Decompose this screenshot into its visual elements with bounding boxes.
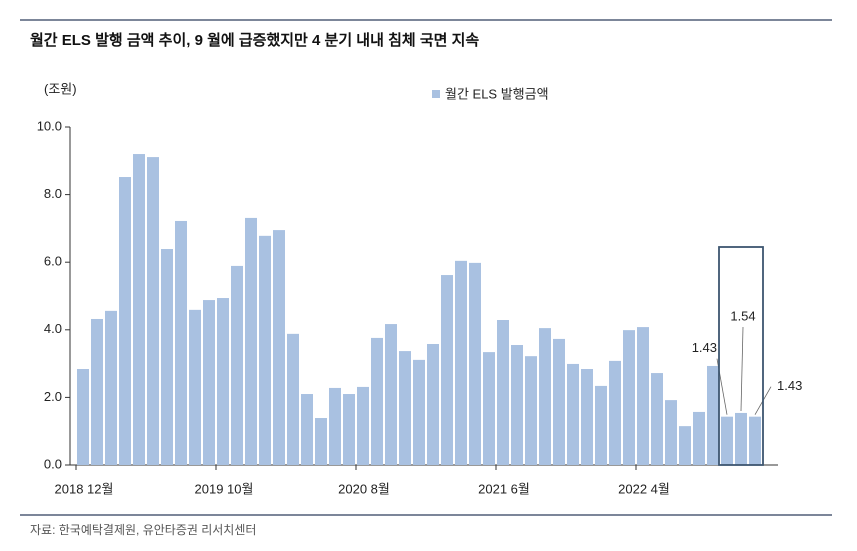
bar <box>371 337 383 465</box>
x-tick-label: 2020 8월 <box>338 481 390 496</box>
legend-label: 월간 ELS 발행금액 <box>445 86 549 101</box>
bar <box>427 343 439 465</box>
bar <box>343 394 355 465</box>
bar <box>721 416 733 465</box>
bar <box>189 309 201 465</box>
bar <box>651 373 663 465</box>
bar <box>231 265 243 465</box>
bar <box>315 418 327 465</box>
value-label: 1.54 <box>730 308 755 323</box>
bar <box>749 416 761 465</box>
value-label: 1.43 <box>777 378 802 393</box>
bar <box>553 338 565 465</box>
x-tick-label: 2022 4월 <box>618 481 670 496</box>
bar <box>357 386 369 465</box>
bar <box>525 356 537 465</box>
bar <box>707 365 719 465</box>
bar <box>469 262 481 465</box>
highlight-box <box>718 246 764 466</box>
bar <box>133 154 145 466</box>
bar <box>441 275 453 465</box>
chart-title: 월간 ELS 발행 금액 추이, 9 월에 급증했지만 4 분기 내내 침체 국… <box>30 31 479 49</box>
source: 자료: 한국예탁결제원, 유안타증권 리서치센터 <box>30 523 256 537</box>
value-label: 1.43 <box>692 340 717 355</box>
bar <box>483 352 495 465</box>
bar <box>567 363 579 465</box>
bar <box>413 359 425 465</box>
y-tick-label: 4.0 <box>44 321 62 336</box>
bar <box>693 411 705 465</box>
y-tick-label: 2.0 <box>44 389 62 404</box>
bar <box>259 235 271 465</box>
y-tick-label: 0.0 <box>44 456 62 471</box>
bar <box>637 327 649 465</box>
bar <box>273 230 285 465</box>
bar <box>245 217 257 465</box>
bar <box>119 177 131 466</box>
bar <box>329 387 341 465</box>
bar <box>147 157 159 465</box>
bar <box>595 385 607 465</box>
bar <box>623 330 635 465</box>
bar <box>301 394 313 465</box>
bar <box>105 310 117 465</box>
y-axis-label: (조원) <box>44 81 77 96</box>
bar <box>385 324 397 465</box>
y-tick-label: 8.0 <box>44 186 62 201</box>
bar <box>665 400 677 465</box>
bar <box>581 369 593 465</box>
bar <box>91 318 103 465</box>
bar <box>497 319 509 465</box>
x-tick-label: 2018 12월 <box>55 481 114 496</box>
bar <box>735 412 747 465</box>
bar <box>217 298 229 465</box>
bar <box>399 351 411 465</box>
leader-line <box>740 326 744 411</box>
bar <box>609 360 621 465</box>
bar <box>455 260 467 465</box>
bar <box>287 333 299 465</box>
x-tick-label: 2019 10월 <box>195 481 254 496</box>
bar <box>511 345 523 465</box>
bar <box>539 328 551 465</box>
x-tick-label: 2021 6월 <box>478 481 530 496</box>
bar <box>679 426 691 465</box>
y-tick-label: 10.0 <box>37 118 62 133</box>
bar <box>77 369 89 465</box>
bar <box>203 300 215 465</box>
y-tick-label: 6.0 <box>44 254 62 269</box>
legend-swatch <box>432 90 440 98</box>
bar <box>161 249 173 465</box>
bar <box>175 220 187 465</box>
